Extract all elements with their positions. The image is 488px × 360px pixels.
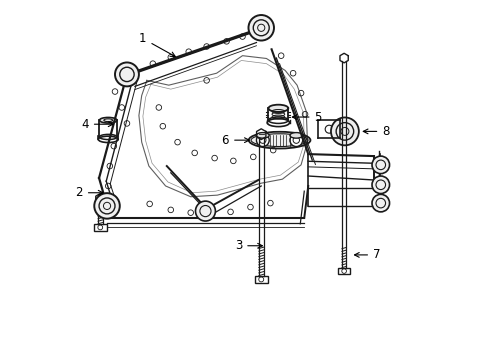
Circle shape bbox=[115, 62, 139, 86]
Ellipse shape bbox=[268, 105, 288, 112]
Circle shape bbox=[371, 194, 389, 212]
Circle shape bbox=[371, 156, 389, 174]
Text: 8: 8 bbox=[363, 125, 389, 138]
Text: 2: 2 bbox=[75, 186, 103, 199]
Text: 6: 6 bbox=[221, 134, 249, 147]
Ellipse shape bbox=[99, 117, 117, 123]
Circle shape bbox=[248, 15, 273, 41]
Ellipse shape bbox=[248, 132, 310, 149]
Text: 1: 1 bbox=[139, 32, 175, 57]
Ellipse shape bbox=[256, 132, 269, 138]
Circle shape bbox=[330, 117, 358, 145]
Circle shape bbox=[195, 201, 215, 221]
Circle shape bbox=[256, 134, 269, 147]
Circle shape bbox=[289, 134, 302, 147]
Text: 7: 7 bbox=[354, 248, 380, 261]
Circle shape bbox=[371, 176, 389, 194]
Text: 5: 5 bbox=[292, 111, 321, 123]
Circle shape bbox=[94, 193, 120, 219]
Text: 4: 4 bbox=[81, 118, 113, 131]
Text: 3: 3 bbox=[234, 239, 262, 252]
Ellipse shape bbox=[289, 132, 302, 138]
